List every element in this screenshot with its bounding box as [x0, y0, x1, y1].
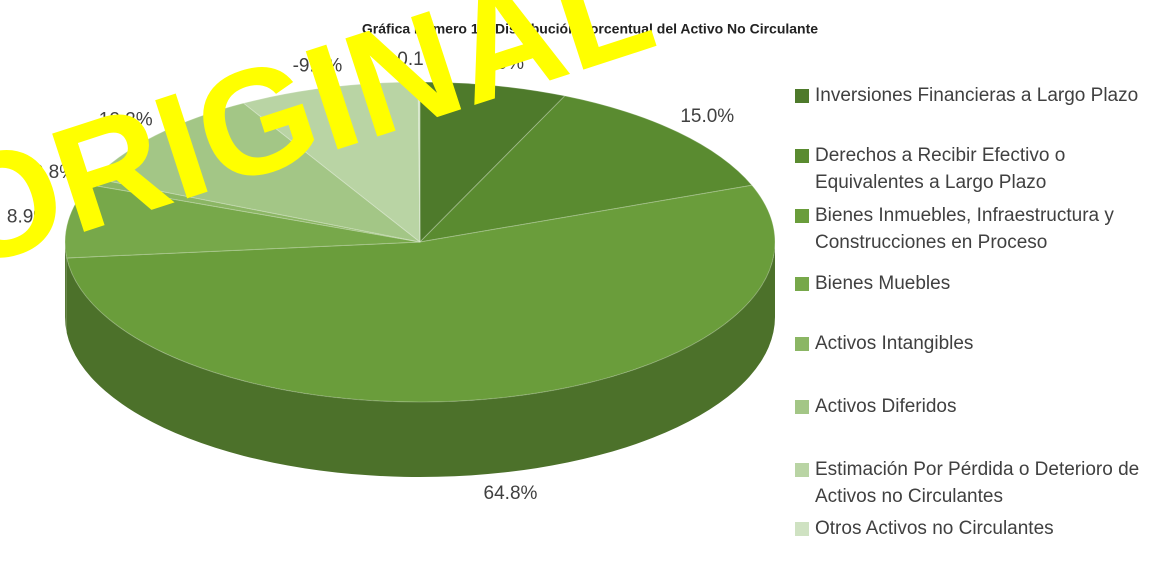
- legend-swatch: [795, 149, 809, 163]
- legend-entry: Derechos a Recibir Efectivo o Equivalent…: [795, 142, 1163, 196]
- data-label: 64.8%: [484, 483, 538, 504]
- slice: [64, 183, 421, 259]
- slice-sides: [65, 242, 775, 477]
- data-label: -9.8%: [293, 55, 343, 76]
- legend-label: Bienes Inmuebles, Infraestructura y Cons…: [815, 205, 1114, 253]
- data-label: 0.1%: [397, 49, 440, 70]
- data-label: 12.2%: [99, 110, 153, 131]
- legend-swatch: [795, 337, 809, 351]
- slice-tops: [64, 81, 776, 403]
- legend-label: Activos Intangibles: [815, 333, 974, 354]
- slice-side: [66, 242, 775, 477]
- legend-swatch: [795, 400, 809, 414]
- slice: [93, 102, 421, 243]
- slice: [418, 95, 753, 243]
- legend-entry: Otros Activos no Circulantes: [795, 515, 1163, 542]
- slice: [87, 177, 421, 243]
- slice: [419, 81, 566, 244]
- data-label: 8.0%: [481, 53, 524, 74]
- slice: [66, 184, 776, 403]
- legend-entry: Activos Diferidos: [795, 393, 1163, 420]
- legend-label: Inversiones Financieras a Largo Plazo: [815, 85, 1139, 106]
- slice: [417, 81, 421, 243]
- slice-side: [65, 242, 67, 333]
- data-label: 15.0%: [680, 106, 734, 127]
- slice: [242, 81, 421, 244]
- legend-swatch: [795, 522, 809, 536]
- legend-entry: Inversiones Financieras a Largo Plazo: [795, 82, 1163, 109]
- legend-entry: Bienes Muebles: [795, 270, 1163, 297]
- legend-label: Bienes Muebles: [815, 273, 951, 294]
- legend-label: Derechos a Recibir Efectivo o Equivalent…: [815, 145, 1066, 193]
- legend-entry: Estimación Por Pérdida o Deterioro de Ac…: [795, 456, 1163, 510]
- data-label: 8.9%: [7, 207, 50, 228]
- chart-title: Gráfica Número 13: Distribución Porcentu…: [362, 21, 818, 37]
- legend-label: Otros Activos no Circulantes: [815, 518, 1054, 539]
- legend-entry: Activos Intangibles: [795, 330, 1163, 357]
- legend-label: Estimación Por Pérdida o Deterioro de Ac…: [815, 459, 1140, 507]
- legend-label: Activos Diferidos: [815, 396, 957, 417]
- legend-entry: Bienes Inmuebles, Infraestructura y Cons…: [795, 202, 1163, 256]
- legend-swatch: [795, 209, 809, 223]
- legend-swatch: [795, 89, 809, 103]
- data-label: 0.8%: [33, 162, 76, 183]
- legend-swatch: [795, 277, 809, 291]
- legend-swatch: [795, 463, 809, 477]
